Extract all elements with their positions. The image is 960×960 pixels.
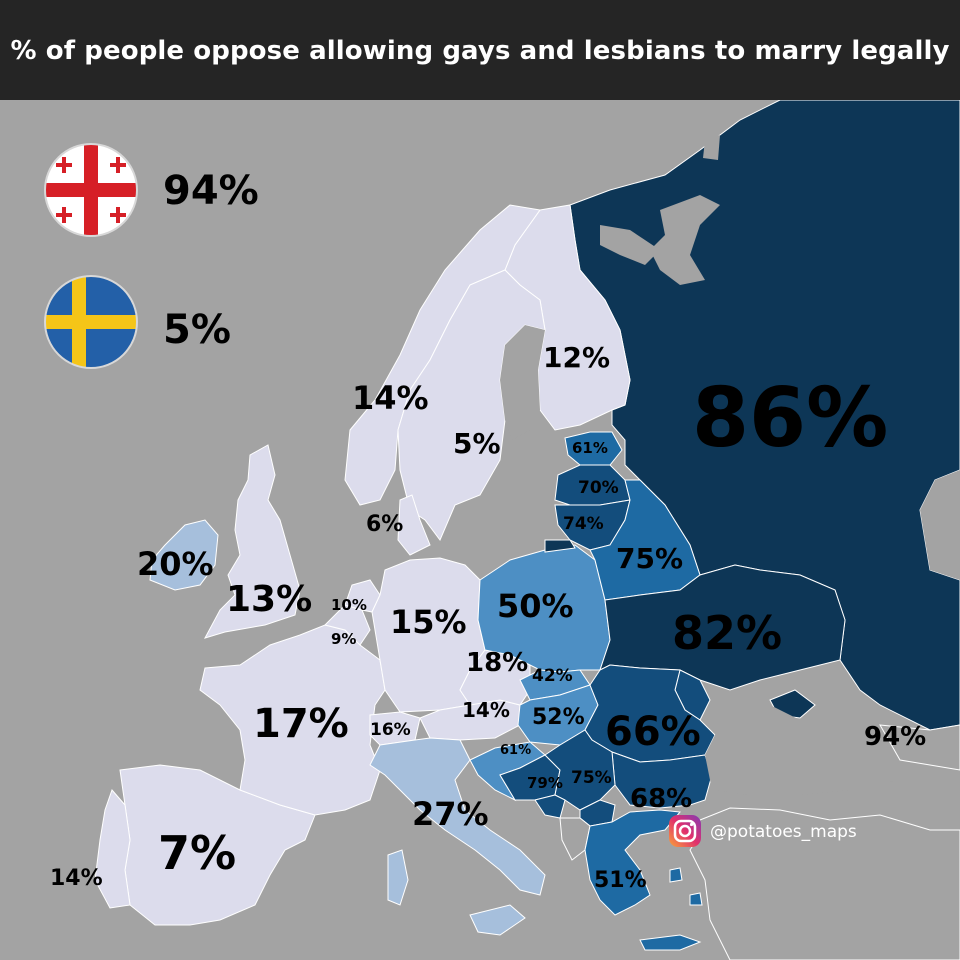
credit-handle: @potatoes_maps [710,822,857,842]
label-belarus: 75% [616,542,684,575]
white-sea [650,195,720,285]
label-germany: 15% [390,603,467,641]
legend-sweden-value: 5% [163,307,231,353]
title-bar: % of people oppose allowing gays and les… [0,0,960,100]
region-portugal [94,789,131,909]
label-estonia: 61% [572,439,608,457]
label-italy: 27% [412,795,489,833]
label-hungary: 52% [532,705,585,730]
region-greek-islands [669,867,703,906]
arctic-island [703,135,720,160]
label-georgia: 94% [864,722,927,752]
label-russia: 86% [692,371,889,466]
label-belgium: 9% [331,630,357,648]
label-spain: 7% [158,826,237,880]
label-slovakia: 42% [532,666,573,686]
region-denmark [397,494,431,556]
region-turkey [689,807,960,960]
region-estonia [564,431,623,466]
label-portugal: 14% [50,866,103,891]
label-ukraine: 82% [672,606,783,660]
region-kaliningrad [544,539,576,553]
label-poland: 50% [497,587,574,625]
label-netherlands: 10% [331,596,367,614]
label-austria: 14% [462,698,510,722]
legend-georgia-value: 94% [163,168,259,214]
region-ireland [149,519,219,591]
label-croatia: 61% [500,743,532,758]
label-norway: 14% [352,379,429,417]
region-sardinia [387,849,409,906]
label-finland: 12% [543,341,611,374]
georgia-flag-icon [44,143,138,237]
region-greece [584,809,681,916]
label-romania: 66% [605,709,701,755]
label-serbia: 75% [571,768,612,788]
gulf-of-bothnia [500,325,545,440]
region-uk [203,444,301,639]
region-sicily [469,904,526,936]
kola-inlet [600,225,660,265]
region-georgia [879,724,960,771]
label-sweden: 5% [453,427,501,460]
label-ireland: 20% [137,545,214,583]
page-title: % of people oppose allowing gays and les… [10,36,950,66]
label-latvia: 70% [578,478,619,498]
region-serbia [544,729,616,811]
region-italy [369,737,546,896]
label-bulgaria: 68% [630,784,693,814]
region-bulgaria [611,751,713,809]
sweden-flag-icon [44,275,138,369]
black-sea [705,700,915,795]
region-montenegro-area [534,794,566,819]
label-lithuania: 74% [563,514,604,534]
label-switzerland: 16% [370,720,411,740]
label-france: 17% [253,701,349,747]
region-crete [639,934,702,951]
label-uk: 13% [226,579,313,620]
instagram-icon [669,815,701,847]
caspian-gap [920,470,960,580]
label-bosnia: 79% [527,774,563,792]
label-denmark: 6% [366,512,404,537]
label-greece: 51% [594,868,647,893]
label-czechia: 18% [466,648,529,678]
